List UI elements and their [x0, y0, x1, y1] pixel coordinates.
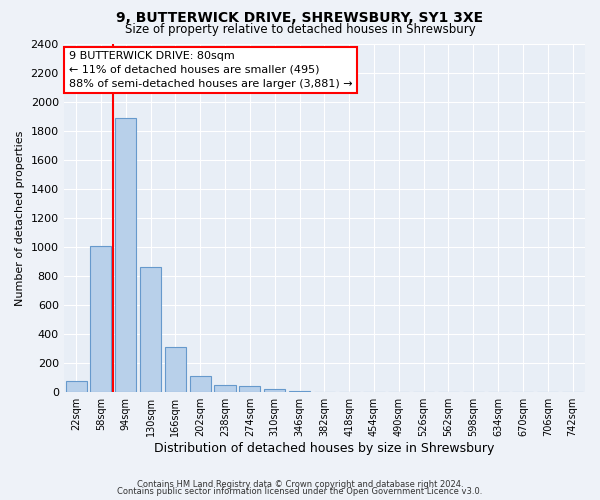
Text: 9 BUTTERWICK DRIVE: 80sqm
← 11% of detached houses are smaller (495)
88% of semi: 9 BUTTERWICK DRIVE: 80sqm ← 11% of detac…: [69, 51, 353, 89]
Bar: [115, 118, 136, 392]
Y-axis label: Number of detached properties: Number of detached properties: [15, 130, 25, 306]
Bar: [264, 388, 285, 392]
Text: Size of property relative to detached houses in Shrewsbury: Size of property relative to detached ho…: [125, 22, 475, 36]
Bar: [289, 391, 310, 392]
Text: Contains HM Land Registry data © Crown copyright and database right 2024.: Contains HM Land Registry data © Crown c…: [137, 480, 463, 489]
X-axis label: Distribution of detached houses by size in Shrewsbury: Distribution of detached houses by size …: [154, 442, 494, 455]
Bar: [165, 347, 186, 392]
Bar: [65, 380, 86, 392]
Bar: [190, 376, 211, 392]
Text: Contains public sector information licensed under the Open Government Licence v3: Contains public sector information licen…: [118, 487, 482, 496]
Bar: [140, 268, 161, 392]
Bar: [214, 385, 236, 392]
Bar: [239, 386, 260, 392]
Text: 9, BUTTERWICK DRIVE, SHREWSBURY, SY1 3XE: 9, BUTTERWICK DRIVE, SHREWSBURY, SY1 3XE: [116, 11, 484, 25]
Bar: [91, 246, 112, 392]
